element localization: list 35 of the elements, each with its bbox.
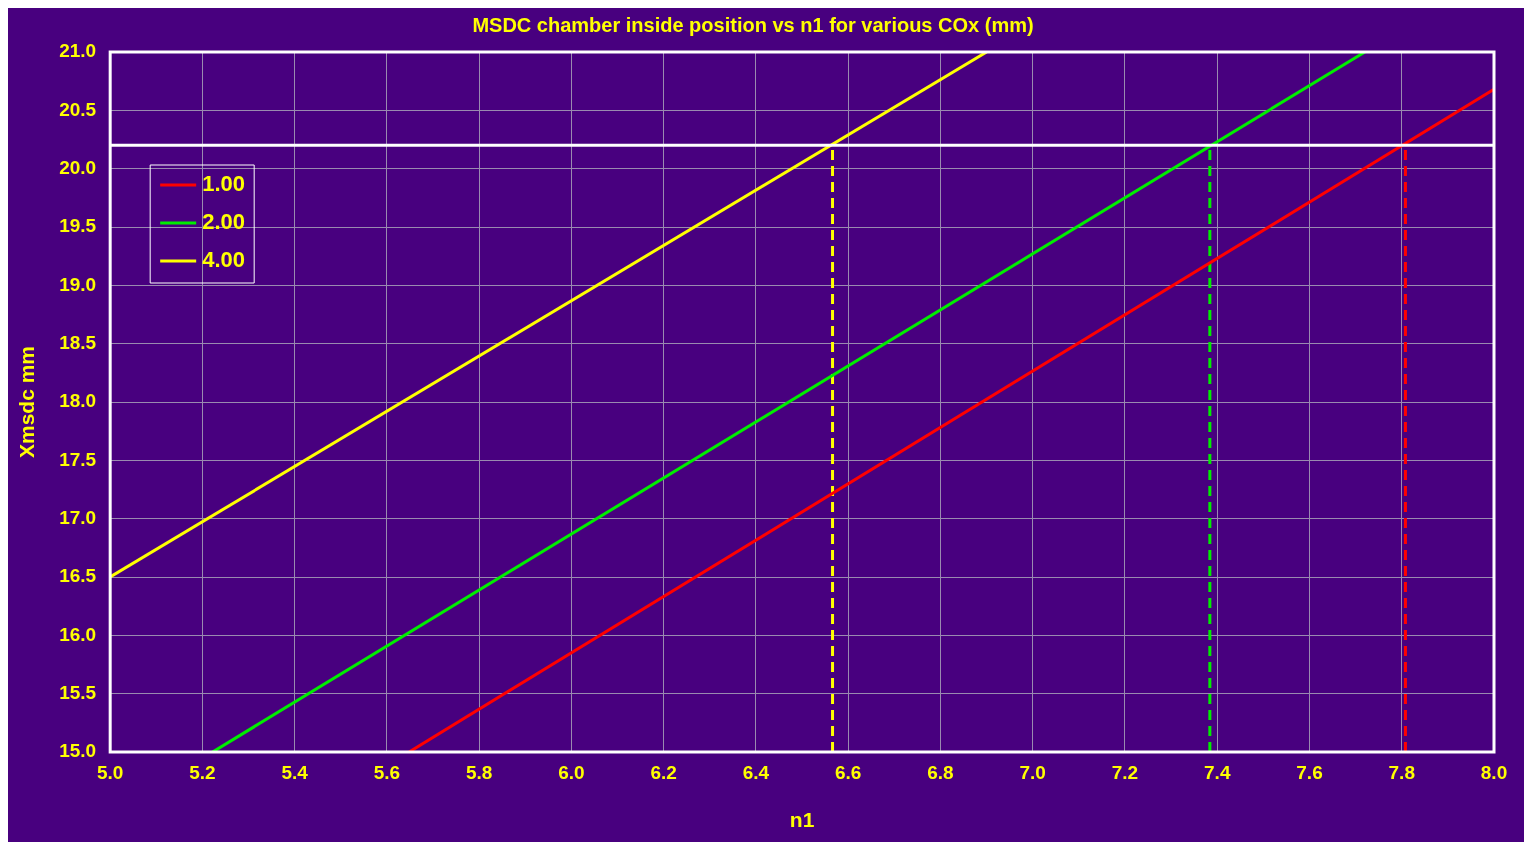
- x-tick-label: 7.8: [1388, 761, 1415, 783]
- x-tick-label: 6.0: [558, 761, 585, 783]
- legend-label: 1.00: [202, 171, 246, 197]
- legend-label: 2.00: [202, 209, 246, 235]
- x-tick-label: 7.0: [1019, 761, 1046, 783]
- y-tick-label: 20.0: [59, 156, 97, 178]
- x-tick-label: 8.0: [1480, 761, 1508, 783]
- y-tick-label: 19.0: [59, 273, 97, 295]
- x-tick-label: 6.6: [835, 761, 862, 783]
- x-tick-label: 7.4: [1204, 761, 1231, 783]
- y-tick-label: 16.5: [59, 565, 97, 587]
- y-tick-label: 18.5: [59, 331, 97, 353]
- x-tick-label: 7.6: [1296, 761, 1323, 783]
- chart-title: MSDC chamber inside position vs n1 for various COx (mm): [472, 13, 1034, 36]
- x-tick-label: 5.8: [465, 761, 493, 783]
- x-tick-label: 5.0: [96, 761, 124, 783]
- y-tick-label: 17.5: [59, 448, 97, 470]
- y-tick-label: 18.0: [59, 390, 97, 412]
- y-axis-title: Xmsdc mm: [15, 345, 39, 459]
- legend-label: 4.00: [202, 247, 246, 273]
- x-tick-label: 5.2: [189, 761, 216, 783]
- x-tick-label: 6.2: [650, 761, 677, 783]
- y-tick-label: 15.0: [59, 740, 97, 762]
- x-tick-label: 7.2: [1111, 761, 1139, 783]
- x-tick-label: 6.4: [742, 761, 770, 783]
- y-tick-label: 20.5: [59, 98, 97, 120]
- y-tick-label: 17.0: [59, 506, 97, 528]
- y-tick-label: 16.0: [59, 623, 97, 645]
- y-tick-label: 15.5: [59, 681, 97, 703]
- y-tick-label: 19.5: [59, 215, 97, 237]
- x-axis-title: n1: [789, 808, 815, 832]
- y-tick-label: 21.0: [59, 40, 97, 62]
- x-tick-label: 6.8: [927, 761, 954, 783]
- x-tick-label: 5.4: [281, 761, 309, 783]
- x-tick-label: 5.6: [373, 761, 401, 783]
